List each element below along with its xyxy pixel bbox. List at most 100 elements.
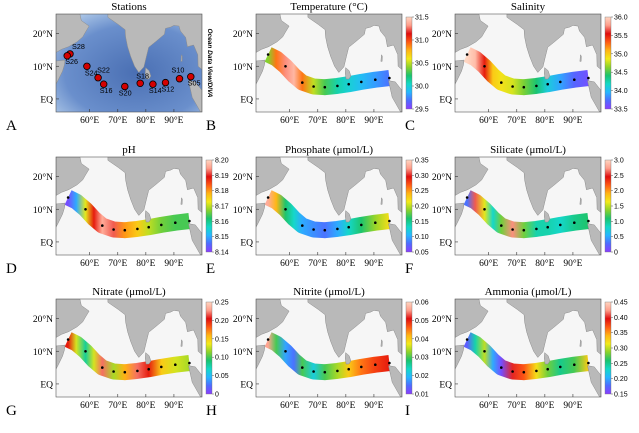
station-dot [284,350,287,353]
y-tick-label: 10°N [233,205,253,216]
y-tick-label: EQ [240,380,253,390]
y-tick-label: EQ [439,95,452,105]
colorbar-tick-label: 0.05 [415,250,429,257]
station-dot [511,228,514,231]
station-dot [101,366,104,369]
land-mass [455,157,489,196]
colorbar-tick-label: 0 [215,392,219,399]
transect-band [264,190,391,239]
colorbar-tick-label: 0.35 [415,158,429,165]
station-dot [522,228,526,232]
land-mass [307,14,402,73]
transect-band [64,190,191,239]
land-mass [180,54,183,62]
station-dot [112,228,115,231]
station-label: S12 [162,85,175,94]
station-dot [388,219,391,223]
panel-letter: B [206,118,216,134]
land-mass [388,80,402,112]
land-mass [587,365,601,397]
station-dot [573,78,576,81]
land-mass [307,157,402,216]
y-tick-label: 10°N [33,347,53,358]
x-tick-label: 70°E [108,258,127,269]
transect-band [264,47,391,96]
panel-letter: G [6,403,17,419]
station-dot [374,363,377,367]
map-area [455,299,601,397]
colorbar-tick-label: 35.0 [614,51,628,58]
colorbar-tick-label: 30.5 [415,61,429,68]
station-dot [546,82,549,86]
map-area [56,157,202,255]
y-tick-label: 10°N [33,62,53,73]
land-mass [345,67,352,80]
panel-title: Nitrate (μmol/L) [92,286,166,298]
station-dot [336,227,339,231]
y-tick-label: EQ [240,238,253,248]
station-dot [112,370,115,373]
station-dot [465,196,469,199]
station-marker [136,79,144,87]
x-tick-label: 60°E [479,400,498,411]
station-dot [483,65,486,68]
station-dot [301,81,304,84]
x-tick-label: 80°E [136,115,155,126]
panel-title: pH [122,144,136,156]
station-dot [500,366,503,369]
x-tick-label: 60°E [479,115,498,126]
station-label: S10 [172,66,185,75]
panel-H: Nitrite (μmol/L) H 20°N 10°N EQ 60°E 70°E 80°E 9… [206,286,429,419]
y-tick-label: 10°N [33,205,53,216]
land-mass [188,80,202,112]
station-dot [388,361,391,365]
station-marker [175,74,184,83]
x-tick-label: 80°E [336,115,355,126]
station-marker [149,80,157,88]
land-mass [388,365,402,397]
station-label: S28 [72,42,85,51]
land-mass [345,210,352,223]
station-dot [323,228,327,232]
station-dot [573,221,576,224]
y-tick-label: 10°N [233,62,253,73]
map-frame [454,156,602,256]
transect-band [463,47,590,96]
station-dot [323,370,327,374]
colorbar-tick-label: 0.25 [215,300,229,307]
station-dot [573,363,576,367]
x-tick-label: 80°E [535,258,554,269]
land-mass [579,197,582,205]
map-frame [454,13,602,113]
colorbar-tick-label: 0.03 [415,355,429,362]
land-mass [587,223,601,255]
station-dot [347,82,351,86]
x-tick-label: 90°E [364,400,383,411]
station-dot [522,370,526,374]
colorbar-tick-label: 0.01 [415,392,429,399]
y-tick-label: 20°N [33,172,53,183]
map-area [256,14,402,112]
land-mass [380,54,383,62]
station-dot [500,81,503,84]
station-dot [559,223,562,227]
colorbar-tick-label: 0.04 [415,336,429,343]
x-tick-label: 80°E [136,258,155,269]
map-frame [255,298,403,398]
station-dot [66,196,70,199]
station-label: S24 [85,68,98,77]
station-dot [336,369,339,373]
station-marker [121,82,129,91]
station-dot [101,224,104,227]
station-dot [511,370,514,373]
station-label: S26 [65,57,78,66]
station-dot [360,223,363,227]
x-tick-label: 60°E [80,400,99,411]
panel-letter: F [405,261,413,277]
land-mass [579,54,582,62]
station-label: S05 [188,79,201,88]
station-dot [374,78,377,81]
x-tick-label: 70°E [507,115,526,126]
y-tick-label: 20°N [432,29,452,40]
colorbar-tick-label: 8.20 [215,158,229,165]
